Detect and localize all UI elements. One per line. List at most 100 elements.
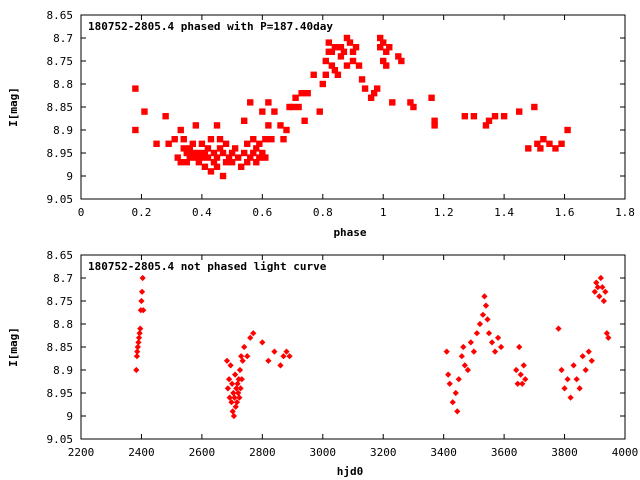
data-point — [446, 380, 453, 387]
data-point — [133, 353, 141, 360]
data-point — [334, 71, 342, 78]
data-point — [470, 113, 478, 120]
data-point — [247, 334, 254, 341]
y-tick-label: 9 — [66, 170, 73, 183]
x-tick-label: 2800 — [249, 446, 276, 459]
data-point — [482, 122, 490, 129]
data-point — [331, 44, 339, 51]
data-point — [558, 366, 565, 374]
data-point — [198, 140, 206, 147]
x-tick-label: 4000 — [612, 446, 639, 459]
data-point — [192, 154, 200, 161]
data-point — [265, 99, 272, 106]
data-point — [244, 140, 251, 147]
data-point — [237, 163, 245, 170]
x-tick-label: 1.2 — [434, 206, 454, 219]
data-point — [247, 154, 254, 161]
data-point — [455, 376, 462, 383]
y-tick-label: 9 — [66, 410, 73, 423]
data-point — [534, 140, 541, 147]
data-point — [479, 311, 487, 318]
data-point — [277, 362, 284, 369]
data-point — [485, 330, 493, 337]
data-point — [602, 288, 609, 295]
data-point — [298, 90, 305, 97]
data-point — [201, 149, 209, 157]
data-point — [241, 117, 248, 124]
data-point — [259, 339, 266, 346]
data-point — [494, 334, 502, 341]
data-point — [445, 371, 452, 378]
data-point — [132, 126, 139, 134]
data-point — [139, 274, 146, 282]
data-point — [250, 136, 257, 143]
x-tick-label: 1.6 — [555, 206, 575, 219]
data-point — [216, 145, 224, 152]
data-point — [431, 117, 438, 124]
data-point — [219, 149, 227, 157]
data-point — [224, 385, 231, 392]
data-point — [207, 136, 215, 143]
data-point — [295, 103, 302, 111]
data-point — [271, 108, 278, 115]
chart-title: 180752-2805.4 phased with P=187.40day — [88, 20, 333, 33]
data-point — [522, 376, 529, 383]
data-point — [232, 403, 239, 410]
data-points — [133, 274, 612, 420]
data-point — [186, 145, 193, 152]
y-tick-label: 8.75 — [47, 295, 74, 308]
data-point — [262, 136, 269, 143]
y-tick-label: 8.9 — [53, 124, 73, 137]
data-point — [283, 348, 290, 355]
data-point — [482, 302, 490, 309]
data-point — [244, 353, 251, 360]
data-point — [204, 154, 212, 161]
data-point — [349, 48, 357, 55]
data-point — [481, 293, 488, 300]
data-point — [138, 297, 145, 305]
data-point — [322, 57, 329, 65]
data-point — [241, 343, 248, 351]
data-point — [458, 353, 465, 360]
data-point — [219, 172, 227, 180]
y-tick-label: 8.65 — [47, 9, 74, 22]
data-point — [461, 362, 468, 369]
data-point — [582, 366, 589, 374]
data-point — [225, 154, 233, 161]
data-point — [177, 126, 184, 134]
data-point — [319, 80, 326, 88]
data-point — [454, 408, 461, 415]
data-point — [428, 94, 435, 101]
data-point — [349, 57, 357, 65]
data-point — [234, 380, 241, 387]
data-point — [137, 325, 144, 332]
chart-title: 180752-2805.4 not phased light curve — [88, 260, 327, 273]
x-tick-label: 3400 — [430, 446, 457, 459]
data-point — [222, 159, 230, 166]
data-point — [470, 348, 478, 355]
data-point — [325, 39, 333, 46]
data-point — [283, 126, 290, 134]
data-point — [596, 293, 603, 300]
data-point — [564, 376, 571, 383]
data-point — [497, 343, 505, 351]
data-point — [231, 145, 239, 152]
x-tick-label: 0.2 — [132, 206, 152, 219]
data-point — [195, 149, 203, 157]
y-tick-label: 8.85 — [47, 341, 74, 354]
data-point — [328, 48, 336, 55]
data-point — [280, 136, 287, 143]
data-point — [395, 53, 402, 60]
data-point — [484, 316, 491, 323]
data-point — [337, 44, 345, 51]
data-point — [361, 85, 369, 92]
data-point — [265, 357, 272, 364]
data-point — [597, 274, 604, 282]
data-point — [407, 99, 414, 106]
data-point — [531, 103, 538, 111]
x-tick-label: 0.6 — [252, 206, 272, 219]
data-point — [367, 94, 375, 101]
data-point — [485, 117, 493, 124]
data-point — [227, 362, 234, 369]
data-point — [174, 154, 181, 161]
